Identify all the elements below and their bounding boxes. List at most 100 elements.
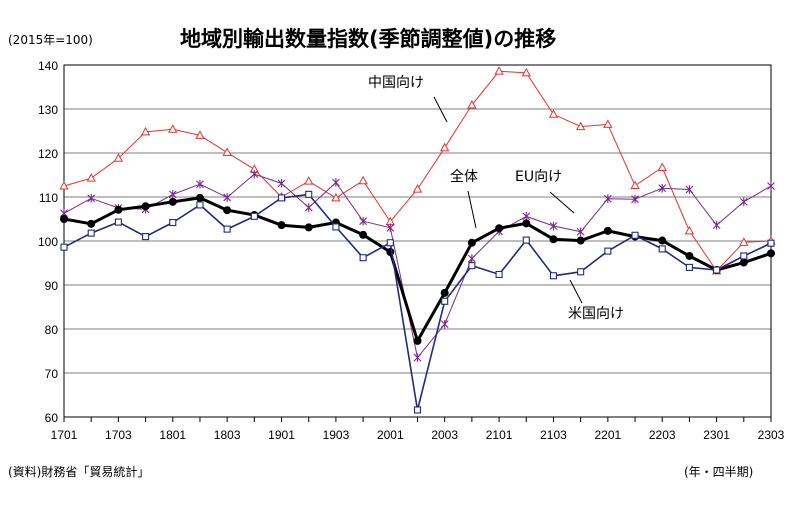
x-tick-label: 1701 [51, 428, 78, 442]
data-point [604, 247, 612, 255]
x-tick-label: 1903 [323, 428, 350, 442]
data-point [223, 193, 232, 202]
gridlines [64, 108, 771, 374]
data-point [440, 319, 449, 329]
data-point [549, 272, 558, 280]
data-point [441, 297, 449, 305]
series-米国向け [60, 190, 775, 414]
data-point [767, 239, 775, 247]
data-point [603, 226, 612, 235]
data-point [630, 180, 640, 190]
x-axis: 1701 1703 1801 1803 1901 1903 2001 2003 2101 2103… [51, 417, 785, 442]
data-point [196, 201, 204, 209]
data-point [359, 216, 368, 226]
x-tick-label: 1901 [268, 428, 295, 442]
data-point [576, 227, 585, 237]
x-tick-label: 2203 [649, 428, 676, 442]
data-point [685, 251, 694, 260]
data-point [440, 142, 450, 152]
data-point [767, 249, 775, 258]
data-point [195, 130, 205, 139]
arrow-us [569, 279, 583, 304]
data-point [603, 194, 612, 204]
data-point [549, 235, 558, 244]
x-tick-label: 2303 [758, 428, 785, 442]
data-point [332, 178, 340, 187]
data-point [168, 124, 178, 133]
data-point [86, 173, 96, 182]
data-point [467, 99, 477, 109]
data-point [658, 236, 667, 245]
data-point [658, 183, 667, 193]
data-point [631, 194, 639, 204]
data-point [196, 179, 204, 189]
annotations: 中国向け 全体 EU向け 米国向け [368, 75, 624, 322]
y-tick-label: 60 [45, 411, 59, 425]
data-point [740, 252, 748, 260]
series-中国向け [59, 66, 776, 275]
data-point [739, 258, 748, 267]
data-point [305, 190, 313, 198]
data-point [576, 121, 586, 131]
data-point [142, 233, 150, 241]
data-point [140, 126, 151, 136]
data-point [277, 194, 286, 202]
data-point [87, 194, 96, 203]
arrow-china [433, 96, 448, 123]
data-point [114, 205, 123, 214]
data-point [169, 218, 177, 227]
data-point [358, 175, 368, 185]
data-point [467, 254, 476, 263]
y-axis: 60 70 80 90 100 110 120 130 140 [38, 59, 58, 425]
data-point [304, 176, 314, 185]
x-tick-label: 2003 [431, 428, 458, 442]
data-point [87, 219, 96, 228]
x-tick-label: 1703 [105, 428, 132, 442]
data-point [495, 224, 504, 233]
data-point [548, 109, 559, 118]
x-tick-label: 2001 [377, 428, 404, 442]
data-point [631, 231, 639, 239]
x-tick-label: 1801 [159, 428, 186, 442]
data-point [168, 197, 177, 206]
data-point [141, 202, 150, 211]
label-total: 全体 [450, 168, 478, 185]
data-point [386, 223, 395, 233]
y-tick-label: 140 [38, 59, 58, 73]
data-point [250, 169, 259, 179]
data-point [576, 236, 585, 245]
data-point [658, 245, 666, 253]
chart-title: 地域別輸出数量指数(季節調整値)の推移 [180, 27, 556, 51]
data-point [331, 192, 341, 202]
data-point [195, 193, 204, 202]
data-point [413, 336, 422, 345]
label-china: 中国向け [368, 75, 424, 91]
x-tick-label: 1803 [214, 428, 241, 442]
data-point [304, 223, 313, 232]
data-point [332, 223, 340, 231]
label-us: 米国向け [568, 306, 624, 322]
data-point [223, 225, 231, 233]
y-tick-label: 130 [38, 103, 58, 117]
data-point [87, 229, 95, 237]
series-全体 [60, 193, 775, 345]
data-point [113, 153, 124, 162]
data-point [223, 206, 232, 215]
data-point [60, 243, 68, 251]
data-point [712, 220, 721, 230]
data-point [277, 179, 286, 188]
data-point [114, 218, 122, 226]
base-note: (2015年=100) [8, 33, 93, 47]
data-point [684, 225, 695, 235]
data-point [59, 180, 69, 190]
data-point [386, 248, 395, 256]
series-EU向け [60, 169, 775, 362]
data-point [495, 270, 503, 278]
data-point [440, 288, 449, 297]
x-tick-label: 2101 [486, 428, 513, 442]
y-tick-label: 110 [39, 191, 58, 205]
x-tick-label: 2103 [540, 428, 567, 442]
arrow-total [467, 190, 477, 229]
data-point [713, 266, 721, 274]
